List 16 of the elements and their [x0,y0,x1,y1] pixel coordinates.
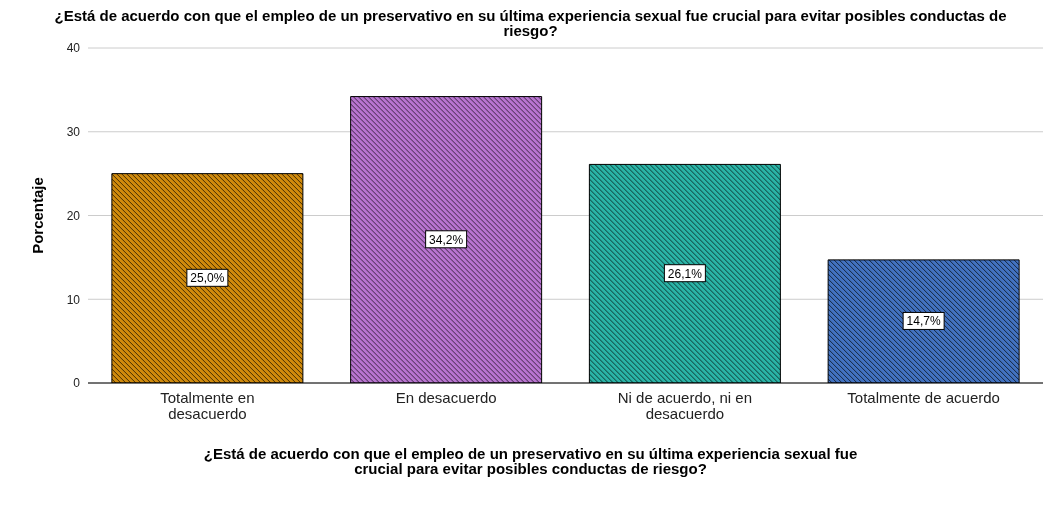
x-axis-title: ¿Está de acuerdo con que el empleo de un preservativo en su última experiencia sexual fue crucial para evitar posibles conductas de riesgo? [202,445,859,477]
y-tick-label: 10 [66,292,81,307]
data-label: 25,0% [190,271,225,286]
x-tick-label: Totalmente de acuerdo [847,389,1000,406]
data-label: 34,2% [429,232,464,247]
x-tick-label: Ni de acuerdo, ni en desacuerdo [617,389,753,422]
data-label: 26,1% [667,266,703,281]
x-tick-label: Totalmente en desacuerdo [160,389,255,422]
y-axis-title: Porcentaje [29,177,47,254]
x-tick-label: En desacuerdo [395,389,497,406]
chart-title: ¿Está de acuerdo con que el empleo de un preservativo en su última experiencia sexual fue crucial para evitar posibles conductas de riesgo? [53,7,1008,39]
y-tick-label: 20 [66,208,81,223]
y-tick-label: 40 [66,41,81,56]
y-tick-label: 30 [66,125,81,140]
data-label: 14,7% [906,314,941,329]
y-tick-label: 0 [73,376,81,391]
